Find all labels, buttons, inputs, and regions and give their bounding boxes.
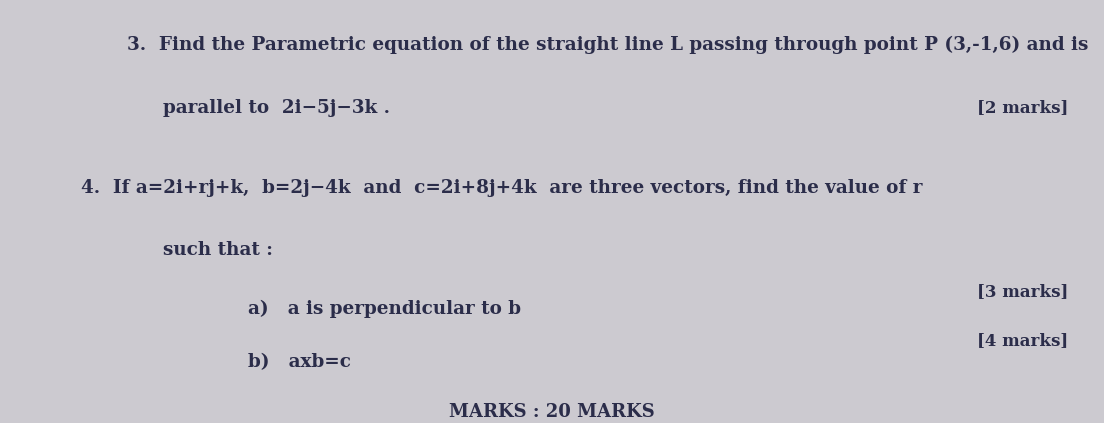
- Text: [3 marks]: [3 marks]: [977, 283, 1069, 300]
- Text: b)   axb=c: b) axb=c: [248, 353, 351, 371]
- Text: such that :: such that :: [163, 241, 274, 258]
- Text: 3.  Find the Parametric equation of the straight line L passing through point P : 3. Find the Parametric equation of the s…: [127, 35, 1089, 54]
- Text: 4.  If a=2i+rj+k,  b=2j−4k  and  c=2i+8j+4k  are three vectors, find the value o: 4. If a=2i+rj+k, b=2j−4k and c=2i+8j+4k …: [81, 179, 922, 197]
- Text: [4 marks]: [4 marks]: [977, 332, 1069, 349]
- Text: MARKS : 20 MARKS: MARKS : 20 MARKS: [449, 404, 655, 421]
- Text: parallel to  2i−5j−3k .: parallel to 2i−5j−3k .: [163, 99, 391, 117]
- Text: a)   a is perpendicular to b: a) a is perpendicular to b: [248, 299, 521, 318]
- Text: [2 marks]: [2 marks]: [977, 99, 1069, 116]
